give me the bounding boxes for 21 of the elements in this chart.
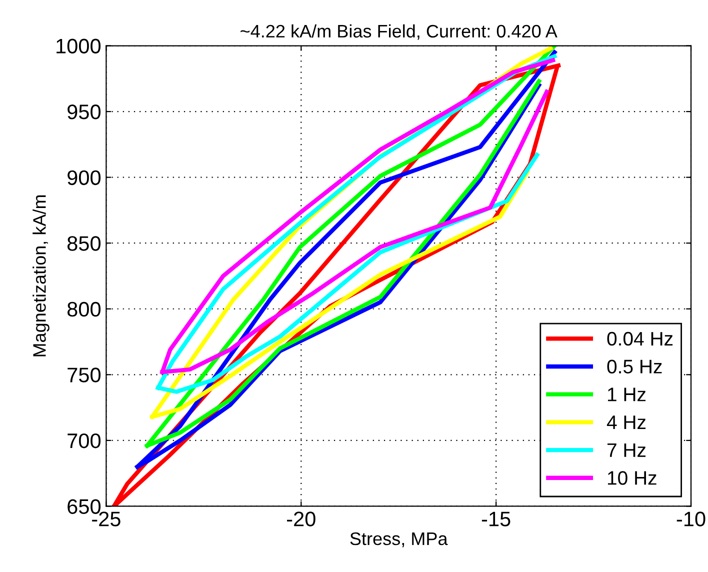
y-tick-label: 650: [68, 499, 101, 514]
x-tick-label: -25: [92, 512, 120, 526]
legend-label: 7 Hz: [607, 443, 646, 457]
x-tick-label: -20: [287, 512, 316, 526]
x-axis-title: Stress, MPa: [350, 532, 448, 548]
legend-label: 10 Hz: [608, 471, 656, 485]
chart-title: ~4.22 kA/m Bias Field, Current: 0.420 A: [240, 24, 558, 40]
y-tick-label: 800: [67, 302, 101, 317]
y-tick-label: 750: [68, 368, 101, 382]
y-tick-label: 1000: [56, 38, 101, 54]
y-tick-label: 950: [68, 104, 101, 120]
x-tick-label: -10: [676, 512, 706, 526]
y-axis-title: Magnetization, kA/m: [32, 195, 50, 356]
y-tick-label: 900: [68, 170, 101, 186]
legend-label: 4 Hz: [606, 416, 646, 429]
y-tick-label: 700: [68, 433, 101, 448]
y-tick-label: 850: [67, 236, 101, 251]
x-tick-label: -15: [482, 512, 510, 526]
legend-label: 0.5 Hz: [607, 360, 662, 374]
legend-label: 0.04 Hz: [607, 332, 673, 346]
legend-label: 1 Hz: [608, 388, 646, 402]
